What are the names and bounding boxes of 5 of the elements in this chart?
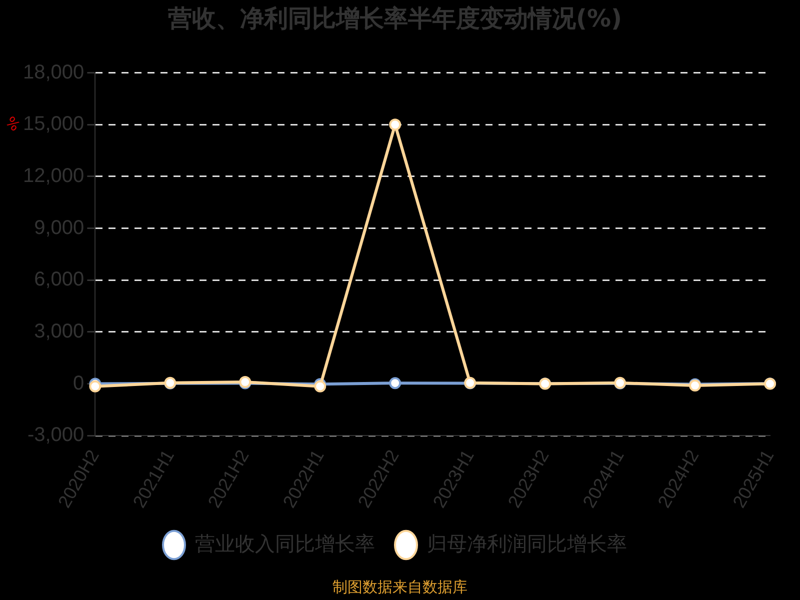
point [389,377,402,390]
text: 制图数据来自数据库 [332,578,468,597]
point [389,118,402,131]
y-axis-title: % [2,114,23,135]
point [89,380,102,392]
